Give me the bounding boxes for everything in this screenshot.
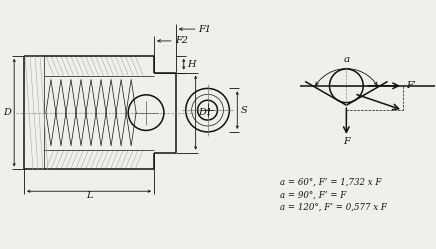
Text: L: L [86, 191, 92, 200]
Text: F2: F2 [175, 36, 188, 46]
Text: D1: D1 [199, 108, 213, 117]
Text: a = 60°, F’ = 1,732 x F: a = 60°, F’ = 1,732 x F [280, 177, 382, 187]
Text: D: D [3, 108, 11, 117]
Text: F: F [343, 137, 350, 146]
Text: F’: F’ [406, 81, 416, 90]
Text: a: a [343, 55, 349, 64]
Text: S: S [240, 106, 247, 115]
Text: H: H [187, 60, 195, 69]
Text: F1: F1 [199, 25, 211, 34]
Text: a = 90°, F’ = F: a = 90°, F’ = F [280, 190, 346, 199]
Text: a = 120°, F’ = 0,577 x F: a = 120°, F’ = 0,577 x F [280, 203, 387, 212]
